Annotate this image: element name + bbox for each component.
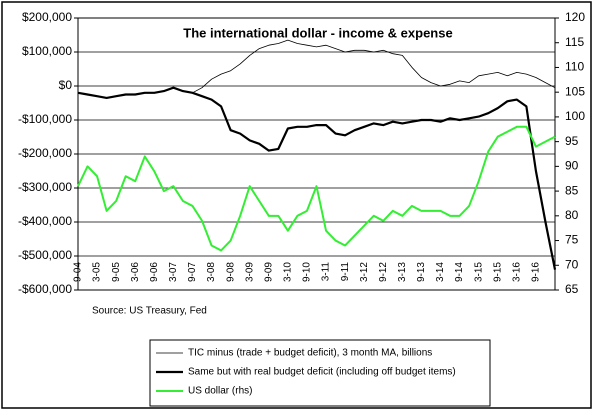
legend-label: US dollar (rhs) [188,386,252,397]
y-tick-label: -$200,000 [18,146,72,160]
series-line [77,86,557,270]
y2-tick-label: 110 [565,60,584,74]
y-tick-label: -$500,000 [18,248,72,262]
x-tick-label: 3-14 [435,262,446,282]
x-tick-label: 9-14 [454,262,465,282]
x-tick-label: 3-12 [359,262,370,282]
legend [149,339,491,407]
x-tick-label: 9-13 [416,262,427,282]
x-tick-label: 3-09 [244,262,255,282]
x-tick-label: 3-05 [92,262,103,282]
chart-title: The international dollar - income & expe… [183,25,452,40]
x-tick-label: 3-16 [511,262,522,282]
y2-tick-label: 75 [565,233,579,247]
y-tick-label: -$400,000 [18,214,72,228]
x-tick-label: 3-08 [206,262,217,282]
y-tick-label: -$300,000 [18,180,72,194]
source-note: Source: US Treasury, Fed [92,306,207,317]
x-tick-label: 3-15 [473,262,484,282]
y2-tick-label: 115 [565,35,584,49]
y-tick-label: -$100,000 [18,112,72,126]
y-tick-label: $0 [59,78,73,92]
legend-label: TIC minus (trade + budget deficit), 3 mo… [188,348,432,359]
y2-tick-label: 85 [565,183,579,197]
y2-tick-label: 95 [565,134,579,148]
x-tick-label: 9-12 [378,262,389,282]
x-tick-label: 3-10 [283,262,294,282]
x-tick-label: 3-06 [130,262,141,282]
x-tick-label: 9-10 [302,262,313,282]
y2-tick-label: 90 [565,159,579,173]
x-tick-label: 9-15 [492,262,503,282]
x-tick-label: 9-07 [187,262,198,282]
y2-tick-label: 105 [565,84,585,98]
y2-tick-label: 65 [565,282,579,296]
y2-tick-label: 120 [565,10,585,24]
x-tick-label: 9-16 [531,262,542,282]
x-tick-label: 3-07 [168,262,179,282]
x-tick-label: 9-06 [149,262,160,282]
x-tick-label: 3-13 [397,262,408,282]
x-tick-label: 9-05 [111,262,122,282]
y-tick-label: $200,000 [22,10,72,24]
y2-tick-label: 70 [565,257,579,271]
x-tick-label: 9-11 [340,262,351,282]
y-tick-label: $100,000 [22,44,72,58]
legend-label: Same but with real budget deficit (inclu… [188,367,456,378]
y2-tick-label: 100 [565,109,585,123]
series-line [77,125,556,252]
y-tick-label: -$600,000 [18,282,72,296]
x-tick-label: 3-11 [321,262,332,282]
x-tick-label: 9-08 [225,262,236,282]
x-tick-label: 9-04 [73,262,84,282]
y2-tick-label: 80 [565,208,579,222]
x-tick-label: 9-09 [263,262,274,282]
